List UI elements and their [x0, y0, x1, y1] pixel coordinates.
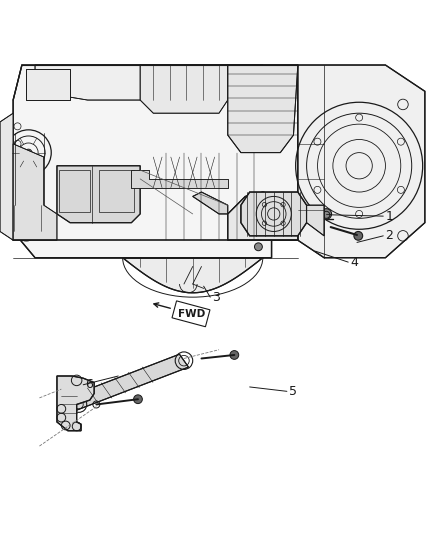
Circle shape: [230, 351, 239, 359]
Polygon shape: [228, 65, 298, 152]
Circle shape: [354, 231, 363, 240]
Bar: [99, 170, 134, 212]
Polygon shape: [228, 192, 298, 240]
Polygon shape: [57, 376, 94, 431]
Polygon shape: [131, 170, 228, 188]
Text: 3: 3: [212, 290, 220, 304]
Text: 1: 1: [385, 209, 393, 223]
Bar: [26, 69, 70, 100]
Polygon shape: [35, 65, 263, 100]
Circle shape: [321, 209, 332, 219]
Circle shape: [25, 149, 32, 156]
Polygon shape: [307, 205, 324, 236]
Polygon shape: [66, 354, 188, 411]
Polygon shape: [241, 192, 307, 236]
FancyArrowPatch shape: [154, 303, 170, 308]
Polygon shape: [123, 258, 263, 293]
Text: FWD: FWD: [177, 309, 205, 319]
Circle shape: [134, 395, 142, 403]
Polygon shape: [57, 166, 140, 223]
Polygon shape: [298, 65, 425, 258]
Polygon shape: [193, 192, 228, 214]
Polygon shape: [0, 113, 13, 240]
Text: 5: 5: [289, 385, 297, 398]
Text: 6: 6: [85, 378, 93, 391]
Polygon shape: [13, 144, 57, 240]
Text: 2: 2: [385, 229, 393, 243]
Circle shape: [254, 243, 262, 251]
Text: 4: 4: [350, 256, 358, 269]
Polygon shape: [140, 65, 228, 113]
Bar: [26, 69, 70, 100]
Bar: [59, 170, 90, 212]
Polygon shape: [13, 65, 298, 258]
